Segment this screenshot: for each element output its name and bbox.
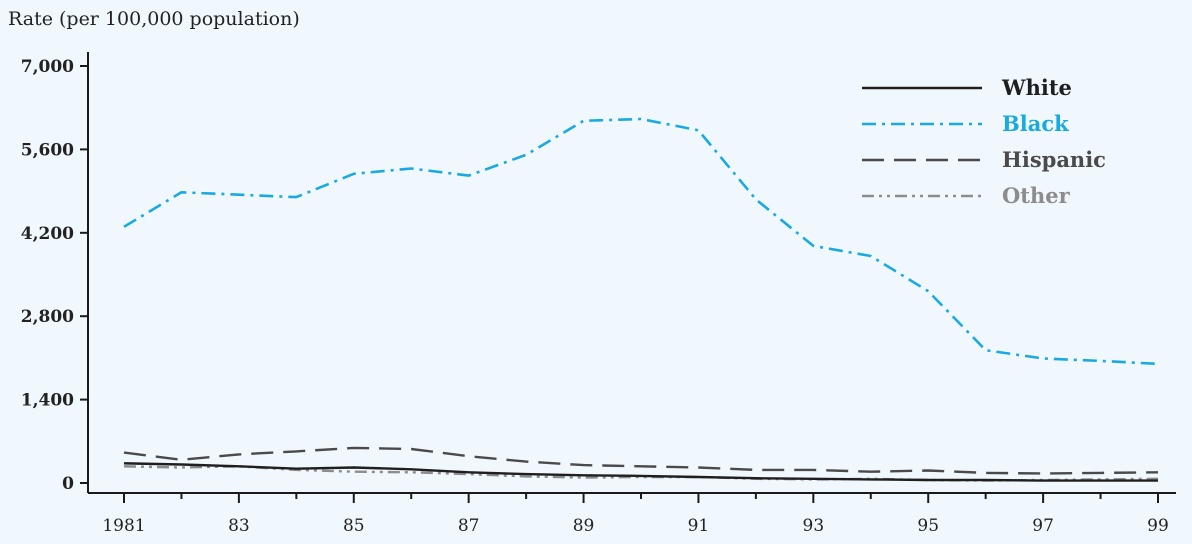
- x-tick-label: 95: [917, 516, 939, 536]
- x-tick-label: 83: [228, 516, 250, 536]
- y-tick-label: 1,400: [21, 391, 74, 411]
- x-tick-label: 97: [1032, 516, 1054, 536]
- legend: White Black Hispanic Other: [862, 75, 1106, 208]
- y-axis-title: Rate (per 100,000 population): [8, 8, 300, 30]
- axes: 0 1,400 2,800 4,200 5,600 7,000 1981 83 85 87 89 91…: [21, 52, 1176, 536]
- x-tick-label: 99: [1147, 516, 1169, 536]
- x-tick-label: 1981: [102, 516, 145, 536]
- x-tick-label: 85: [343, 516, 365, 536]
- y-tick-label: 5,600: [21, 140, 74, 160]
- y-tick-label: 4,200: [21, 224, 74, 244]
- series-line-white: [123, 462, 1158, 482]
- plot-area: [123, 117, 1159, 482]
- x-tick-label: 91: [688, 516, 710, 536]
- legend-label-other: Other: [1002, 183, 1071, 208]
- legend-label-hispanic: Hispanic: [1002, 147, 1106, 172]
- x-tick-label: 93: [803, 516, 825, 536]
- legend-label-white: White: [1001, 75, 1072, 100]
- legend-label-black: Black: [1002, 111, 1069, 136]
- series-line-black: [123, 117, 1159, 366]
- series-line-hispanic: [123, 446, 1159, 475]
- y-tick-label: 7,000: [21, 57, 74, 77]
- x-tick-label: 87: [458, 516, 480, 536]
- y-tick-label: 2,800: [21, 307, 74, 327]
- y-tick-label: 0: [62, 474, 74, 494]
- x-tick-label: 89: [573, 516, 595, 536]
